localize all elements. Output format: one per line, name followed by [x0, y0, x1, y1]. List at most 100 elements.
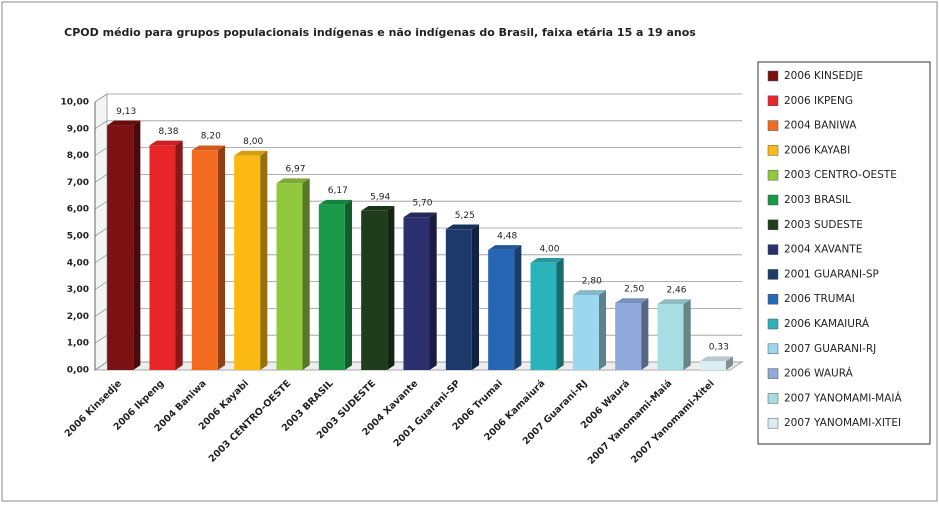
grid-line [94, 120, 742, 130]
bar [361, 210, 388, 370]
legend-swatch [767, 343, 779, 355]
value-label: 5,94 [370, 192, 390, 202]
legend-label: 2006 KAMAIURÁ [784, 317, 870, 330]
bar [234, 155, 261, 370]
value-label: 2,80 [582, 276, 602, 286]
y-tick-label: 2,00 [67, 312, 89, 322]
legend-swatch [767, 368, 779, 379]
legend-label: 2006 TRUMAI [784, 293, 855, 305]
value-label: 2,50 [624, 285, 644, 295]
bar-top [657, 299, 691, 305]
legend-swatch [767, 393, 779, 404]
legend-label: 2004 XAVANTE [784, 244, 862, 256]
legend-label: 2007 YANOMAMI-XITEI [784, 417, 901, 429]
grid-line [94, 307, 742, 317]
grid-line [94, 93, 742, 103]
grid-line [94, 147, 742, 156]
bar-top [234, 150, 268, 156]
legend-box [757, 61, 931, 445]
bar [572, 294, 599, 370]
bar [488, 249, 515, 370]
bar-top [276, 178, 310, 184]
bar-side [429, 212, 437, 370]
value-label: 6,97 [285, 165, 305, 175]
legend-swatch [767, 145, 779, 156]
grid-line [94, 200, 742, 210]
grid-line [94, 361, 742, 371]
value-label: 4,00 [539, 244, 559, 254]
bar-side [556, 258, 564, 370]
bar-top [149, 140, 183, 146]
bar-top [488, 245, 522, 250]
bar-side [260, 150, 268, 370]
value-label: 8,38 [158, 127, 178, 137]
legend-label: 2006 IKPENG [784, 95, 853, 107]
bar-side [302, 178, 310, 370]
bar-top [361, 206, 395, 211]
legend-swatch [767, 70, 779, 82]
y-tick-label: 6,00 [67, 205, 89, 215]
legend-label: 2006 KAYABI [784, 144, 850, 156]
chart-title: CPOD médio para grupos populacionais ind… [64, 26, 696, 39]
legend-swatch [767, 244, 779, 255]
legend-swatch [767, 169, 779, 181]
bar [403, 217, 430, 370]
bar-top [318, 199, 353, 205]
bar-side [683, 299, 691, 370]
bar-side [133, 120, 141, 371]
legend-swatch [767, 95, 779, 107]
bar [191, 150, 218, 370]
value-label: 6,17 [328, 186, 348, 196]
legend-swatch [767, 293, 779, 305]
bar-top [445, 224, 480, 230]
bar-top [403, 212, 437, 218]
grid-line [94, 281, 742, 290]
bar [657, 304, 684, 370]
bar [149, 145, 176, 370]
legend-label: 2001 GUARANI-SP [784, 268, 879, 280]
grid-line [94, 254, 742, 264]
bar-top [530, 258, 564, 263]
legend-label: 2003 BRASIL [784, 194, 851, 206]
y-tick-label: 9,00 [67, 124, 89, 134]
legend-label: 2006 KINSEDJE [784, 70, 863, 82]
y-tick-label: 0,00 [67, 366, 89, 376]
value-label: 2,46 [666, 286, 686, 296]
grid-line [94, 173, 742, 183]
value-label: 9,13 [116, 107, 136, 117]
bar [107, 125, 134, 370]
legend-label: 2003 SUDESTE [784, 219, 863, 231]
y-tick-label: 4,00 [67, 258, 89, 268]
grid-line [94, 227, 742, 237]
legend-label: 2004 BANIWA [784, 120, 857, 132]
bar-side [598, 290, 607, 370]
bar [615, 303, 642, 370]
bar [445, 229, 472, 370]
bar-top [107, 120, 141, 126]
bar-side [725, 356, 734, 370]
legend-swatch [767, 120, 779, 131]
bar-top [699, 356, 734, 362]
legend-swatch [767, 269, 779, 280]
y-tick-label: 7,00 [67, 178, 89, 188]
bar-side [175, 140, 183, 370]
bar [530, 262, 557, 370]
bar-side [641, 298, 649, 370]
legend-swatch [767, 219, 779, 231]
bar [699, 361, 726, 370]
y-tick-label: 1,00 [67, 339, 89, 349]
bar [318, 204, 345, 370]
bar-top [191, 145, 226, 151]
value-label: 5,25 [455, 211, 475, 221]
bar-top [572, 290, 607, 295]
bar [276, 183, 303, 370]
value-label: 8,20 [201, 132, 221, 142]
legend-label: 2003 CENTRO-OESTE [784, 169, 897, 181]
bar-top [615, 298, 649, 303]
legend-label: 2006 WAURÁ [784, 367, 854, 380]
value-label: 5,70 [412, 199, 432, 209]
legend-swatch [767, 417, 779, 429]
legend-label: 2007 YANOMAMI-MAIÁ [784, 391, 902, 404]
y-tick-label: 8,00 [67, 151, 89, 161]
